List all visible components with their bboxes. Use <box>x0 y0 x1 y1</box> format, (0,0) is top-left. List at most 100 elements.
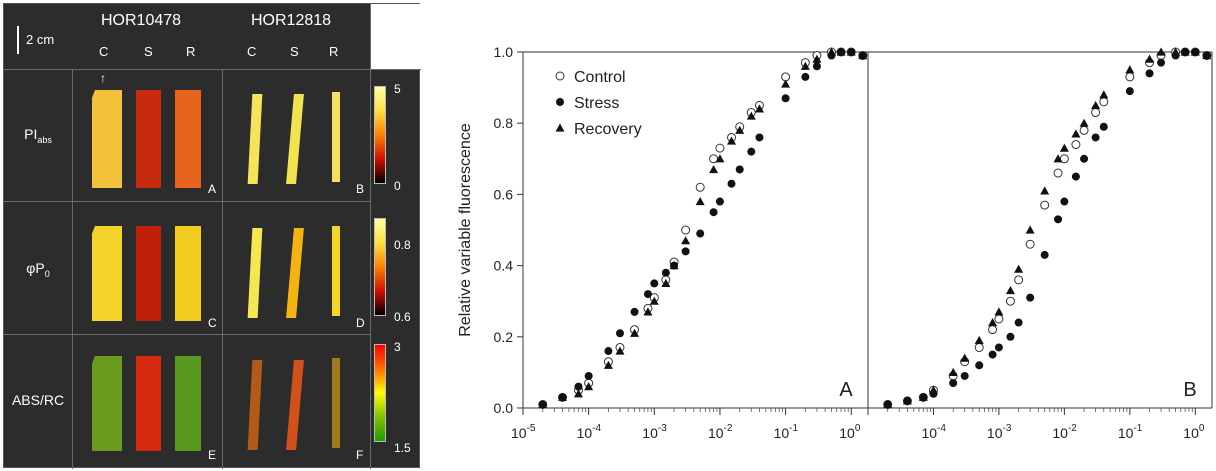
y-tick-label: 0.0 <box>494 400 514 416</box>
grid-line <box>370 4 371 469</box>
leaf-image <box>286 228 304 318</box>
panel-letter-e: E <box>208 448 217 462</box>
leaf-image <box>286 360 304 450</box>
data-point-recovery <box>1005 286 1015 295</box>
colorbar-piabs <box>374 86 386 184</box>
data-point-control <box>1091 108 1101 118</box>
data-point-stress <box>1014 318 1023 327</box>
grid-line <box>4 334 370 335</box>
data-point-recovery <box>681 236 691 245</box>
data-point-recovery <box>630 328 640 337</box>
panel-tag: A <box>839 379 853 401</box>
data-point-stress <box>1026 293 1035 302</box>
data-point-control <box>681 225 691 235</box>
data-point-stress <box>696 229 705 238</box>
data-point-stress <box>1060 197 1069 206</box>
data-point-stress <box>1157 58 1166 67</box>
colorbar-min: 0.6 <box>394 310 411 324</box>
data-point-stress <box>1040 250 1049 259</box>
data-point-control <box>1025 239 1035 249</box>
data-point-recovery <box>918 392 928 401</box>
data-point-recovery <box>1071 129 1081 138</box>
data-point-recovery <box>1145 54 1155 63</box>
colorbar-absrc <box>374 344 386 442</box>
data-point-recovery <box>948 367 958 376</box>
data-point-recovery <box>994 307 1004 316</box>
data-point-stress <box>1091 133 1100 142</box>
data-point-recovery <box>735 125 745 134</box>
data-point-recovery <box>1059 143 1069 152</box>
leaf-image <box>286 94 304 184</box>
colorbar-max: 3 <box>394 340 401 354</box>
data-point-control <box>988 325 998 335</box>
data-point-recovery <box>1091 100 1101 109</box>
data-point-recovery <box>988 318 998 327</box>
data-point-recovery <box>1156 47 1166 56</box>
x-tick-label: 10-2 <box>708 423 733 441</box>
data-point-stress <box>584 371 593 380</box>
data-point-control <box>695 182 705 192</box>
data-point-recovery <box>695 197 705 206</box>
data-point-stress <box>1145 69 1154 78</box>
data-point-recovery <box>800 61 810 70</box>
colorbar-phip0 <box>374 218 386 316</box>
ojip-chart: 10-5 10-4 10-3 10-2 10-1 100 0.0 0.2 0.4 0.6 0.8 1.… <box>457 44 1213 441</box>
x-tick-label: 10-1 <box>1118 423 1143 441</box>
grid-line <box>222 69 223 469</box>
x-tick-label: 10-3 <box>987 423 1012 441</box>
colorbar-max: 0.8 <box>394 238 411 252</box>
data-point-stress <box>781 94 790 103</box>
data-point-stress <box>630 307 639 316</box>
data-point-stress <box>994 343 1003 352</box>
data-point-stress <box>604 347 613 356</box>
colorbar-min: 1.5 <box>394 441 411 455</box>
data-point-control <box>1099 97 1109 107</box>
data-point-stress <box>735 165 744 174</box>
fluorescence-image-panel: 2 cm HOR10478 HOR12818 C S R C S R ↑ PIa… <box>3 3 421 469</box>
leaf-image <box>247 360 263 450</box>
data-point-control <box>1053 168 1063 178</box>
data-point-stress <box>661 268 670 277</box>
data-point-control <box>994 314 1004 324</box>
data-point-recovery <box>902 396 912 405</box>
leaf-image <box>247 94 263 184</box>
data-point-recovery <box>1180 47 1190 56</box>
panel-letter-d: D <box>356 316 365 330</box>
data-point-recovery <box>1190 47 1200 56</box>
leaf-image <box>92 226 122 321</box>
data-point-stress <box>1071 172 1080 181</box>
row-label-absrc: ABS/RC <box>11 392 65 408</box>
x-tick-label: 10-4 <box>921 423 946 441</box>
y-tick-label: 0.2 <box>494 329 514 345</box>
data-point-recovery <box>1014 264 1024 273</box>
data-point-recovery <box>649 296 659 305</box>
data-point-recovery <box>709 164 719 174</box>
y-tick-label: 1.0 <box>494 44 514 60</box>
data-point-control <box>1071 140 1081 150</box>
leaf-image <box>92 90 122 188</box>
data-point-stress <box>949 379 958 388</box>
data-point-stress <box>574 382 583 391</box>
data-point-control <box>1040 200 1050 210</box>
data-point-stress <box>747 147 756 156</box>
grid-line <box>4 201 370 202</box>
up-arrow-icon: ↑ <box>100 71 106 85</box>
data-point-recovery <box>781 79 791 88</box>
leaf-image <box>247 228 263 318</box>
data-point-recovery <box>754 104 764 113</box>
leaf-image <box>332 358 340 448</box>
data-point-recovery <box>1025 225 1035 234</box>
blank-corner <box>370 4 421 70</box>
genotype-label-1: HOR10478 <box>101 12 182 29</box>
legend-label: Control <box>574 69 626 86</box>
condition-label-r2: R <box>329 44 339 59</box>
data-point-stress <box>975 361 984 370</box>
condition-label-c2: C <box>247 44 257 59</box>
data-point-recovery <box>669 261 679 270</box>
leaf-image <box>175 356 201 451</box>
data-point-recovery <box>928 385 938 394</box>
data-point-recovery <box>661 278 671 287</box>
y-tick-label: 0.4 <box>494 258 514 274</box>
data-point-recovery <box>538 399 548 409</box>
y-tick-label: 0.6 <box>494 186 514 202</box>
